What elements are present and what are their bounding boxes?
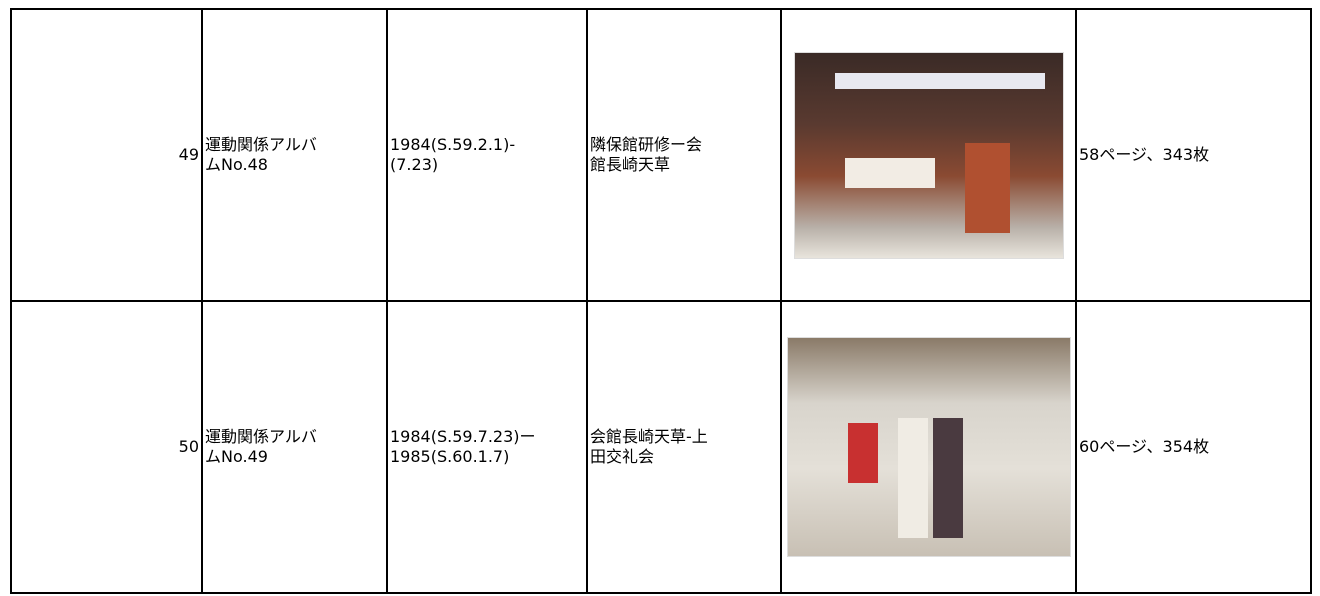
period-line: 1984(S.59.7.23)ー [390,427,536,446]
title-cell: 運動関係アルバ ムNo.49 [201,300,388,594]
place-cell: 隣保館研修ー会 館長崎天草 [586,8,782,302]
pages: 60ページ、354枚 [1079,437,1210,456]
pages: 58ページ、343枚 [1079,145,1210,164]
row: 49 運動関係アルバ ムNo.48 1984(S.59.2.1)- (7.23) 隣保館研… [10,8,1312,302]
number: 49 [178,145,199,164]
place-line: 会館長崎天草-上 [590,427,708,446]
period-cell: 1984(S.59.2.1)- (7.23) [386,8,588,302]
row: 50 運動関係アルバ ムNo.49 1984(S.59.7.23)ー 1985(S.60… [10,300,1312,594]
number: 50 [178,437,199,456]
album-table: 49 運動関係アルバ ムNo.48 1984(S.59.2.1)- (7.23) 隣保館研… [10,8,1312,594]
title-line: 運動関係アルバ [205,427,317,446]
place-cell: 会館長崎天草-上 田交礼会 [586,300,782,594]
photo [793,51,1064,259]
person [932,418,963,538]
table-body: 49 運動関係アルバ ムNo.48 1984(S.59.2.1)- (7.23) 隣保館研… [10,8,1312,594]
place-line: 隣保館研修ー会 [590,135,703,154]
pages-cell: 60ページ、354枚 [1075,300,1312,594]
pages-cell: 58ページ、343枚 [1075,8,1312,302]
desk [844,157,935,188]
period-line: (7.23) [390,155,439,174]
banner [834,72,1045,89]
person [897,418,928,538]
title-line: 運動関係アルバ [205,135,317,154]
title-line: ムNo.48 [205,155,268,174]
period-line: 1985(S.60.1.7) [390,447,510,466]
number-cell: 49 [10,8,203,302]
red-box [847,423,878,483]
place-line: 田交礼会 [590,447,655,466]
title-line: ムNo.49 [205,447,268,466]
place-line: 館長崎天草 [590,155,671,174]
number-cell: 50 [10,300,203,594]
period-cell: 1984(S.59.7.23)ー 1985(S.60.1.7) [386,300,588,594]
period-line: 1984(S.59.2.1)- [390,135,516,154]
photo-cell [780,8,1077,302]
podium [964,142,1010,233]
photo-cell [780,300,1077,594]
title-cell: 運動関係アルバ ムNo.48 [201,8,388,302]
photo [786,337,1071,557]
